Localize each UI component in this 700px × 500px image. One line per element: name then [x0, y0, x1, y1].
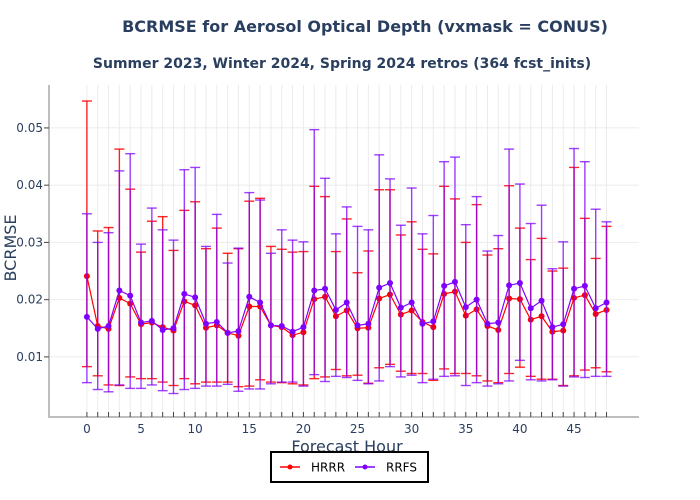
- data-point: [138, 319, 145, 326]
- data-point: [300, 324, 307, 331]
- data-point: [581, 282, 588, 289]
- data-point: [516, 280, 523, 287]
- chart-subtitle: Summer 2023, Winter 2024, Spring 2024 re…: [93, 56, 591, 72]
- data-point: [343, 299, 350, 306]
- legend: HRRR RRFS: [270, 451, 429, 483]
- data-point: [441, 282, 448, 289]
- x-tick-label: 25: [350, 422, 365, 436]
- data-point: [278, 322, 285, 329]
- legend-label: HRRR: [311, 461, 345, 475]
- data-point: [592, 305, 599, 312]
- data-point: [192, 294, 199, 301]
- data-point: [376, 284, 383, 291]
- data-point: [462, 304, 469, 311]
- data-point: [322, 285, 329, 292]
- data-point: [495, 319, 502, 326]
- data-point: [603, 299, 610, 306]
- data-point: [94, 325, 101, 332]
- data-point: [354, 322, 361, 329]
- data-point: [451, 278, 458, 285]
- data-point: [332, 306, 339, 313]
- data-point: [571, 285, 578, 292]
- grid: [49, 85, 639, 417]
- x-tick-label: 5: [137, 422, 145, 436]
- data-point: [159, 326, 166, 333]
- x-tick-label: 45: [566, 422, 581, 436]
- data-point: [246, 293, 253, 300]
- data-point: [213, 318, 220, 325]
- data-point: [235, 328, 242, 335]
- data-point: [105, 322, 112, 329]
- legend-label: RRFS: [386, 461, 417, 475]
- data-point: [257, 299, 264, 306]
- x-tick-label: 40: [512, 422, 527, 436]
- data-point: [430, 318, 437, 325]
- data-point: [127, 292, 134, 299]
- data-point: [397, 304, 404, 311]
- data-point: [527, 305, 534, 312]
- data-point: [538, 297, 545, 304]
- data-point: [484, 320, 491, 327]
- x-tick-label: 0: [83, 422, 91, 436]
- data-point: [473, 296, 480, 303]
- x-tick-label: 20: [296, 422, 311, 436]
- series-layer: [81, 100, 612, 395]
- data-point: [506, 282, 513, 289]
- y-tick-label: 0.01: [16, 350, 43, 364]
- data-point: [311, 287, 318, 294]
- data-point: [181, 290, 188, 297]
- legend-swatch-marker: [287, 464, 293, 470]
- data-point: [83, 313, 90, 320]
- data-point: [202, 320, 209, 327]
- data-point: [170, 325, 177, 332]
- legend-swatch-marker: [362, 464, 368, 470]
- y-tick-label: 0.02: [16, 293, 43, 307]
- x-tick-label: 15: [242, 422, 257, 436]
- y-ticks: 0.01 0.02 0.03 0.04 0.05: [16, 121, 49, 364]
- x-tick-label: 35: [458, 422, 473, 436]
- chart-title: BCRMSE for Aerosol Optical Depth (vxmask…: [122, 17, 608, 36]
- series-rrfs: [81, 128, 612, 395]
- data-point: [148, 317, 155, 324]
- axes: [48, 85, 639, 418]
- y-tick-label: 0.05: [16, 121, 43, 135]
- data-point: [224, 329, 231, 336]
- data-point: [267, 322, 274, 329]
- data-point: [387, 280, 394, 287]
- y-tick-label: 0.04: [16, 178, 43, 192]
- data-point: [116, 287, 123, 294]
- data-point: [365, 320, 372, 327]
- data-point: [560, 321, 567, 328]
- data-point: [549, 324, 556, 331]
- y-axis-title: BCRMSE: [1, 214, 20, 281]
- x-tick-label: 10: [188, 422, 203, 436]
- data-point: [289, 328, 296, 335]
- data-point: [419, 320, 426, 327]
- x-tick-label: 30: [404, 422, 419, 436]
- y-tick-label: 0.03: [16, 235, 43, 249]
- x-ticks: 0 5 10 15 20 25 30 35 40 45: [83, 412, 608, 436]
- data-point: [408, 299, 415, 306]
